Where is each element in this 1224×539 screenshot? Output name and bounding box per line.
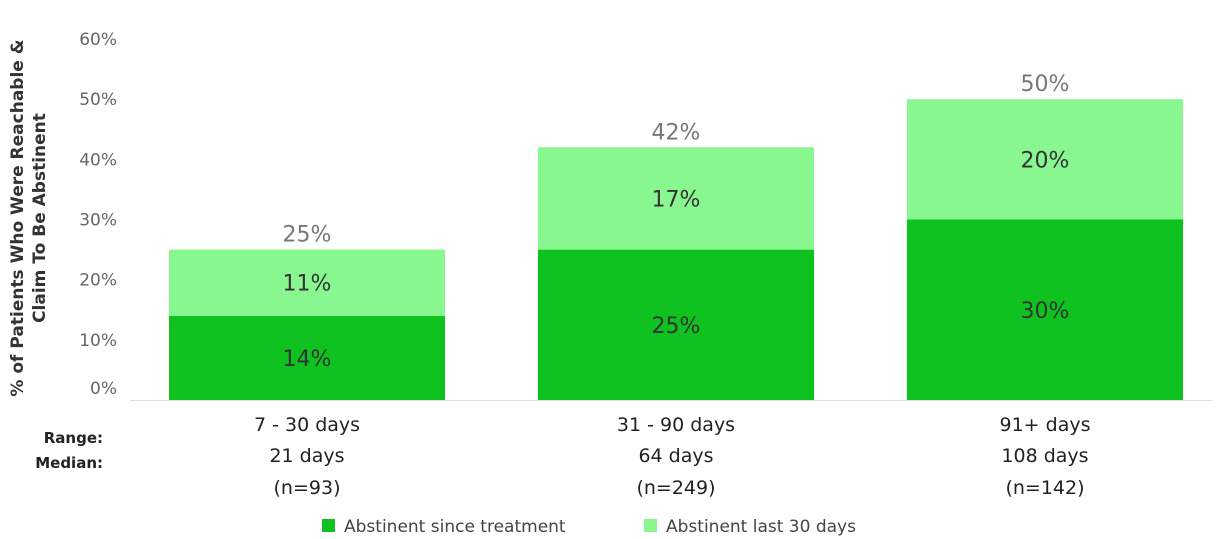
category-n-label: (n=249) [636,477,715,499]
bar-total-label: 25% [283,223,332,248]
category-median-label: 108 days [1001,445,1088,467]
bar-total-label: 50% [1021,72,1070,97]
x-axis-categories: 7 - 30 days 21 days (n=93) 31 - 90 days 64 d… [254,414,1091,499]
y-tick-label: 10% [79,331,117,351]
y-tick-label: 60% [79,30,117,50]
category-n-label: (n=142) [1005,477,1084,499]
bar-segment-last-30-days [169,249,445,316]
bar-segment-last-30-days [538,147,814,250]
y-axis-label-line-1: % of Patients Who Were Reachable & [8,39,28,396]
bar-segment-since-treatment [907,219,1183,400]
category-range-label: 91+ days [1000,414,1091,436]
category-range-label: 7 - 30 days [254,414,360,436]
bar-segment-data-label: 20% [1021,148,1070,173]
y-axis-label-line-2: Claim To Be Abstinent [30,113,50,323]
legend-swatch [322,519,335,532]
bar-segment-data-label: 14% [283,347,332,372]
legend-swatch [644,519,657,532]
bars: 14% 11% 25% 25% 17% 42% 30% 20% 50% [169,72,1183,400]
bar-segment-data-label: 30% [1021,299,1070,324]
category-median-label: 21 days [269,445,344,467]
y-tick-label: 30% [79,211,117,231]
bar-segment-last-30-days [907,99,1183,220]
legend: Abstinent since treatment Abstinent last … [322,517,856,537]
row-label-median: Median: [35,454,103,472]
bar-segment-data-label: 17% [652,187,701,212]
bar-segment-since-treatment [169,315,445,400]
category-median-label: 64 days [638,445,713,467]
row-label-range: Range: [44,429,103,447]
y-tick-label: 40% [79,150,117,170]
legend-label: Abstinent since treatment [344,517,566,537]
category-n-label: (n=93) [274,477,341,499]
bar-segment-data-label: 25% [652,314,701,339]
bar-total-label: 42% [652,120,701,145]
category-range-label: 31 - 90 days [617,414,735,436]
y-tick-label: 0% [90,379,117,399]
y-axis-ticks: 0% 10% 20% 30% 40% 50% 60% [79,30,117,399]
legend-label: Abstinent last 30 days [666,517,856,537]
row-labels: Range: Median: [35,429,103,472]
bar-segment-since-treatment [538,249,814,400]
y-tick-label: 20% [79,271,117,291]
y-tick-label: 50% [79,90,117,110]
bar-segment-data-label: 11% [283,272,332,297]
y-axis-label: % of Patients Who Were Reachable & Claim … [8,39,50,396]
